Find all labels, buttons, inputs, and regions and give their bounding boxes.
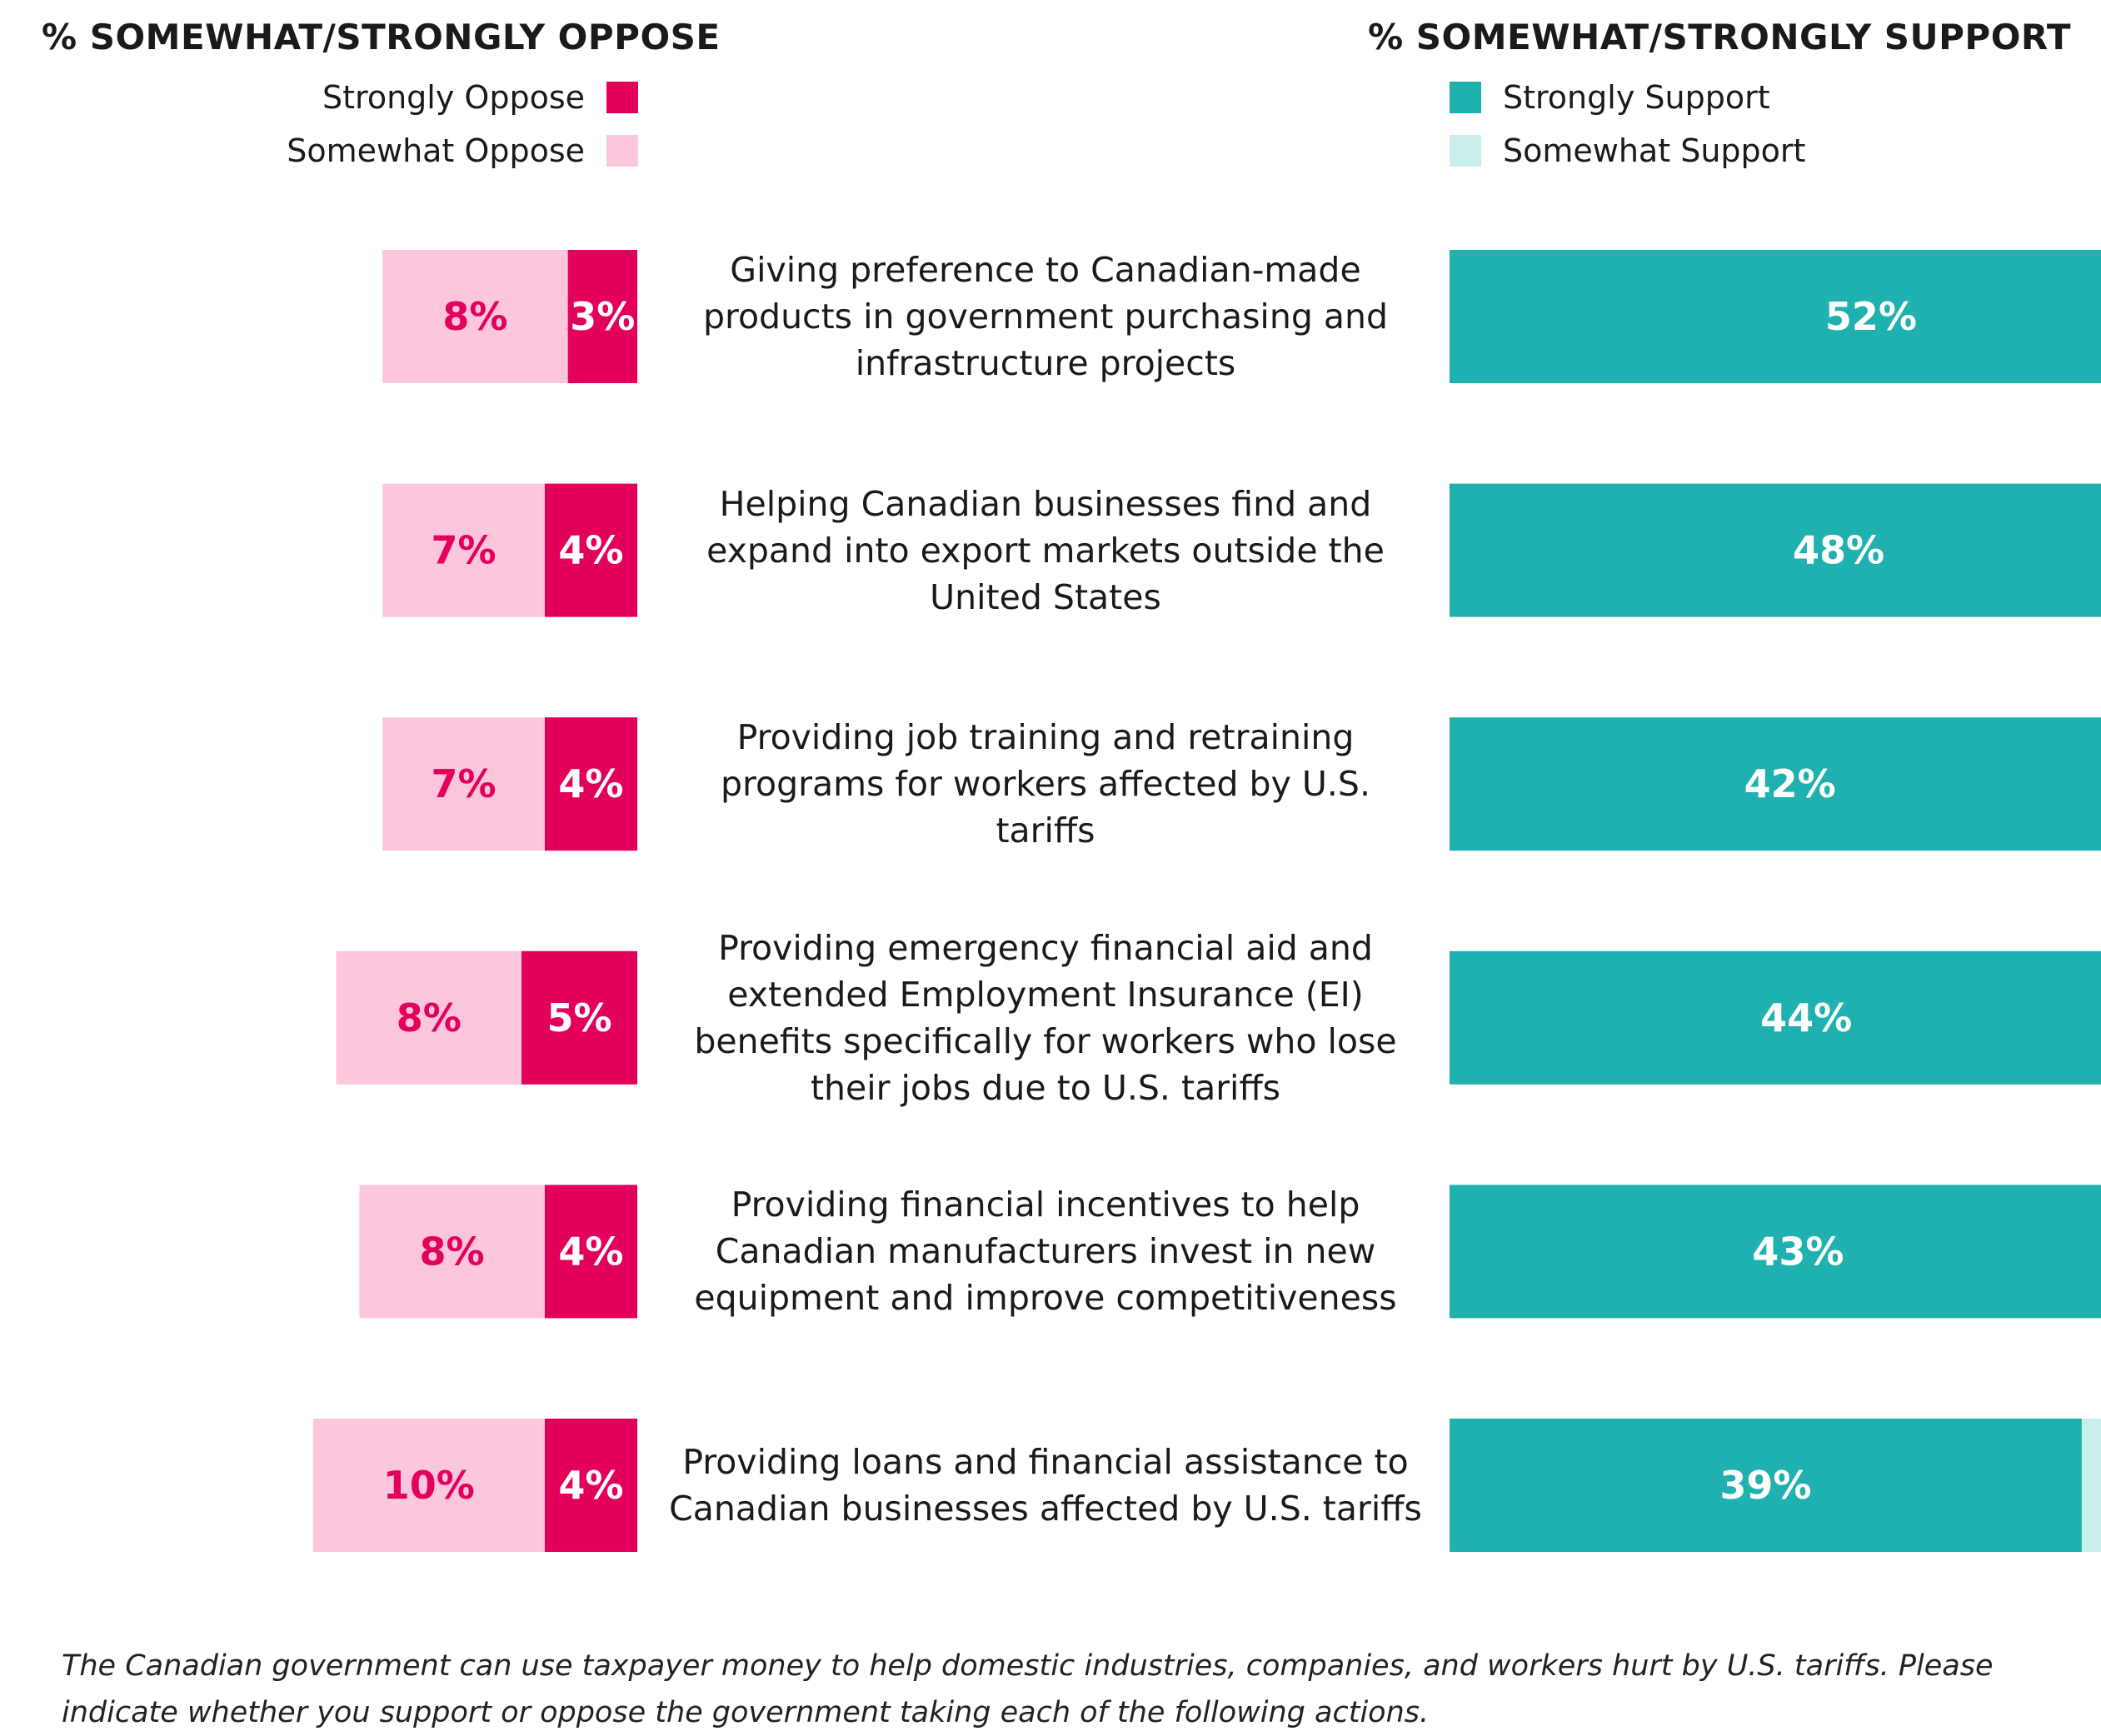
bar-somewhat-oppose <box>382 717 545 851</box>
bar-somewhat-oppose <box>382 250 568 383</box>
bar-somewhat-oppose <box>382 483 545 617</box>
bar-strongly-oppose <box>567 250 637 383</box>
label-somewhat-oppose: 7% <box>431 528 496 573</box>
label-strongly-support: 44% <box>1760 995 1852 1040</box>
bar-somewhat-oppose <box>312 1419 545 1552</box>
label-strongly-support: 39% <box>1719 1463 1811 1508</box>
bar-strongly-support <box>1450 1185 2101 1319</box>
bar-strongly-oppose <box>522 950 637 1085</box>
category-label: Providing job training and retraining pr… <box>721 717 1370 851</box>
footnote: The Canadian government can use taxpayer… <box>62 1649 1994 1729</box>
legend-swatch <box>1450 82 1481 113</box>
label-somewhat-oppose: 8% <box>397 995 462 1040</box>
label-strongly-oppose: 4% <box>558 528 623 573</box>
legend-label: Somewhat Oppose <box>287 132 585 169</box>
bar-strongly-support <box>1450 1419 2082 1552</box>
legend-label: Strongly Support <box>1503 79 1770 116</box>
legend-label: Somewhat Support <box>1503 132 1806 169</box>
bar-strongly-support <box>1450 717 2101 851</box>
bar-somewhat-oppose <box>359 1185 545 1319</box>
label-strongly-oppose: 4% <box>558 761 623 806</box>
label-strongly-support: 43% <box>1752 1229 1844 1274</box>
bar-strongly-support <box>1450 950 2101 1085</box>
legend-somewhat-oppose: Somewhat Oppose <box>287 132 638 169</box>
category-label: Providing loans and financial assistance… <box>669 1442 1422 1529</box>
legend-somewhat-support: Somewhat Support <box>1450 132 1806 169</box>
legend-swatch <box>1450 135 1481 167</box>
support-header: % SOMEWHAT/STRONGLY SUPPORT <box>1368 17 2071 57</box>
bar-somewhat-oppose <box>336 950 522 1085</box>
diverging-bar-chart: 3%8%52%28%4%7%48%31%4%7%42%36%5%8%44%33%… <box>312 250 2101 1552</box>
category-label: Providing emergency financial aid and ex… <box>694 927 1397 1108</box>
label-somewhat-oppose: 8% <box>442 294 507 339</box>
label-strongly-support: 48% <box>1793 528 1884 573</box>
bar-somewhat-support <box>2081 1419 2101 1552</box>
legend-label: Strongly Oppose <box>322 79 585 116</box>
label-strongly-support: 52% <box>1825 294 1917 339</box>
bar-strongly-oppose <box>544 483 637 617</box>
bar-strongly-support <box>1450 250 2101 383</box>
label-somewhat-oppose: 10% <box>383 1463 475 1508</box>
category-label: Giving preference to Canadian-made produ… <box>702 250 1389 383</box>
label-strongly-oppose: 4% <box>558 1463 623 1508</box>
label-somewhat-oppose: 8% <box>420 1229 485 1274</box>
label-somewhat-oppose: 7% <box>431 761 496 806</box>
label-strongly-support: 42% <box>1744 761 1836 806</box>
oppose-header: % SOMEWHAT/STRONGLY OPPOSE <box>42 17 721 57</box>
category-label: Helping Canadian businesses find and exp… <box>706 483 1385 617</box>
category-label: Providing financial incentives to help C… <box>694 1185 1397 1319</box>
bar-strongly-oppose <box>544 1185 637 1319</box>
bar-strongly-oppose <box>544 717 637 851</box>
legend-swatch <box>606 135 638 167</box>
legend-strongly-support: Strongly Support <box>1450 79 1770 116</box>
label-strongly-oppose: 3% <box>570 294 635 339</box>
bar-strongly-oppose <box>544 1419 637 1552</box>
bar-strongly-support <box>1450 483 2101 617</box>
label-strongly-oppose: 5% <box>546 995 611 1040</box>
label-strongly-oppose: 4% <box>558 1229 623 1274</box>
legend-swatch <box>606 82 638 113</box>
legend-strongly-oppose: Strongly Oppose <box>322 79 638 116</box>
